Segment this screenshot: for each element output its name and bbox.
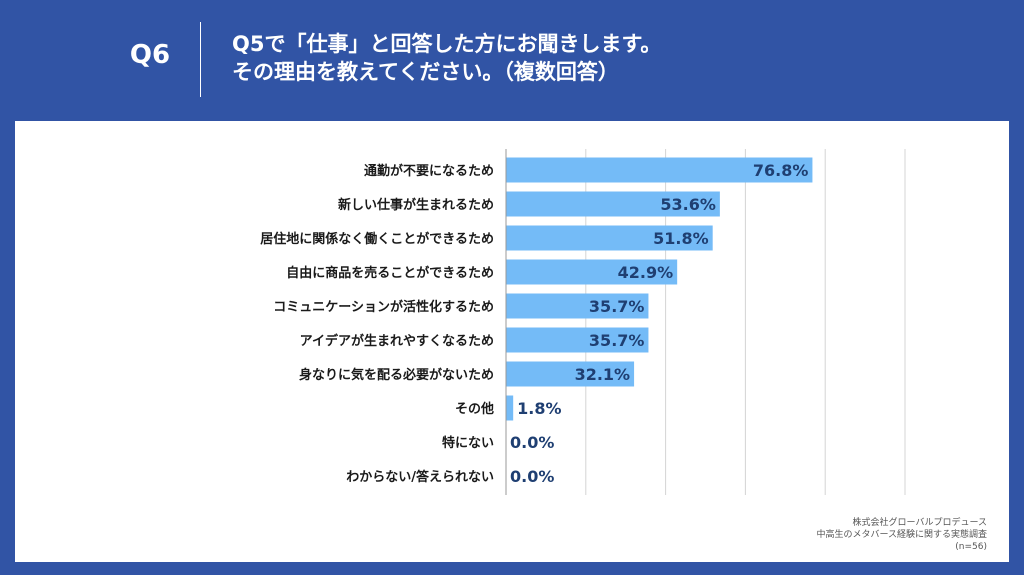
chart-panel: 通勤が不要になるため 76.8% 新しい仕事が生まれるため 53.6% 居住地に関係なく…: [15, 121, 1009, 562]
sample-size: (n=56): [955, 542, 987, 552]
category-label: その他: [455, 401, 494, 417]
bar: [506, 327, 649, 353]
value-label: 0.0%: [510, 467, 554, 486]
bar: [506, 191, 720, 217]
value-label: 53.6%: [660, 195, 716, 214]
category-label: 身なりに気を配る必要がないため: [299, 367, 494, 383]
bar: [506, 157, 813, 183]
source-survey: 中高生のメタバース経験に関する実態調査: [816, 530, 987, 540]
bar: [506, 225, 713, 251]
value-label: 51.8%: [653, 229, 709, 248]
bar: [506, 293, 649, 319]
value-label: 42.9%: [618, 263, 674, 282]
category-label: 居住地に関係なく働くことができるため: [260, 231, 494, 247]
bar: [506, 259, 678, 285]
question-line-1: Q5で「仕事」と回答した方にお聞きします。: [232, 32, 662, 56]
category-label: わからない/答えられない: [346, 469, 494, 485]
value-label: 0.0%: [510, 433, 554, 452]
question-number: Q6: [129, 40, 171, 70]
value-label: 32.1%: [575, 365, 631, 384]
bar: [506, 361, 635, 387]
header-divider: [200, 22, 201, 97]
category-label: アイデアが生まれやすくなるため: [300, 333, 494, 349]
bar: [506, 395, 514, 421]
question-text: Q5で「仕事」と回答した方にお聞きします。 その理由を教えてください。（複数回答…: [232, 30, 661, 86]
category-label: コミュニケーションが活性化するため: [273, 299, 494, 315]
value-label: 35.7%: [589, 297, 645, 316]
value-label: 35.7%: [589, 331, 645, 350]
category-label: 自由に商品を売ることができるため: [286, 265, 494, 281]
source-note: 株式会社グローバルプロデュース 中高生のメタバース経験に関する実態調査 (n=5…: [816, 517, 987, 553]
header-band: Q6 Q5で「仕事」と回答した方にお聞きします。 その理由を教えてください。（複…: [0, 0, 1024, 120]
bar-chart: 通勤が不要になるため 76.8% 新しい仕事が生まれるため 53.6% 居住地に関係なく…: [260, 149, 906, 495]
category-label: 特にない: [442, 435, 494, 451]
source-company: 株式会社グローバルプロデュース: [852, 518, 987, 528]
category-label: 通勤が不要になるため: [364, 163, 494, 179]
value-label: 1.8%: [517, 399, 561, 418]
value-label: 76.8%: [753, 161, 809, 180]
category-label: 新しい仕事が生まれるため: [338, 197, 494, 213]
question-line-2: その理由を教えてください。（複数回答）: [232, 60, 619, 84]
